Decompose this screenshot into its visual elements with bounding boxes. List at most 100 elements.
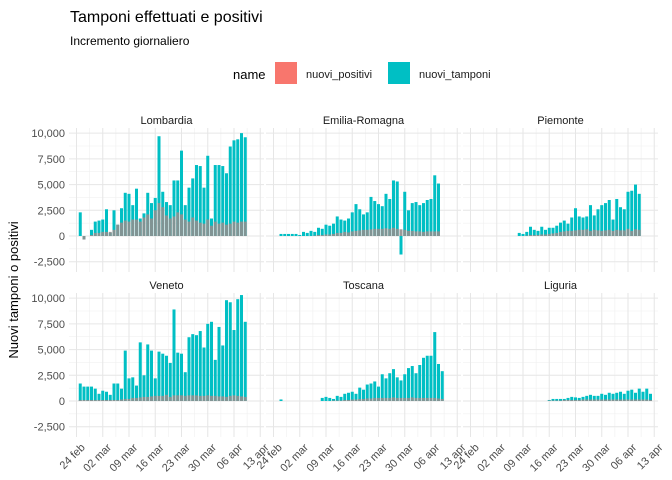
bar-nuovi-positivi bbox=[332, 400, 335, 401]
bar-nuovi-positivi bbox=[547, 233, 551, 236]
bar-nuovi-positivi bbox=[213, 221, 217, 236]
bar-nuovi-tamponi bbox=[358, 209, 362, 236]
bar-nuovi-tamponi bbox=[645, 388, 649, 401]
bar-nuovi-tamponi bbox=[191, 178, 195, 236]
bar-nuovi-positivi bbox=[161, 395, 165, 401]
bar-nuovi-positivi bbox=[168, 396, 172, 401]
x-tick-label: 02 mar bbox=[475, 442, 508, 475]
bar-nuovi-tamponi bbox=[600, 393, 604, 401]
bar-nuovi-positivi bbox=[626, 399, 630, 401]
bar-nuovi-positivi bbox=[399, 229, 403, 236]
bar-nuovi-tamponi bbox=[585, 216, 589, 236]
bar-nuovi-positivi bbox=[566, 399, 570, 401]
bar-nuovi-positivi bbox=[347, 232, 350, 236]
bar-nuovi-tamponi bbox=[369, 196, 373, 236]
bar-nuovi-tamponi bbox=[399, 236, 403, 255]
bar-nuovi-positivi bbox=[105, 231, 108, 236]
bar-nuovi-positivi bbox=[425, 231, 429, 236]
bar-nuovi-positivi bbox=[101, 399, 105, 401]
bar-nuovi-positivi bbox=[97, 399, 101, 401]
bar-nuovi-positivi bbox=[407, 230, 410, 236]
bar-nuovi-tamponi bbox=[388, 373, 392, 401]
bar-nuovi-positivi bbox=[82, 399, 86, 401]
bar-nuovi-positivi bbox=[437, 231, 440, 236]
bar-nuovi-positivi bbox=[335, 400, 339, 401]
bar-nuovi-tamponi bbox=[407, 368, 410, 401]
bar-nuovi-positivi bbox=[611, 230, 615, 236]
y-tick-label: 10,000 bbox=[31, 128, 65, 140]
bar-nuovi-positivi bbox=[343, 231, 347, 236]
bar-nuovi-tamponi bbox=[243, 321, 247, 401]
x-tick-label: 02 mar bbox=[278, 442, 311, 475]
bar-nuovi-positivi bbox=[191, 395, 195, 401]
x-tick-label: 30 mar bbox=[383, 442, 416, 475]
bar-nuovi-tamponi bbox=[347, 218, 350, 236]
bar-nuovi-positivi bbox=[180, 395, 183, 401]
bar-nuovi-positivi bbox=[440, 398, 444, 401]
bar-nuovi-positivi bbox=[123, 220, 127, 236]
bar-nuovi-tamponi bbox=[112, 210, 116, 236]
bar-nuovi-tamponi bbox=[365, 212, 369, 236]
facet-strip-label: Emilia-Romagna bbox=[323, 115, 405, 127]
bar-nuovi-tamponi bbox=[127, 378, 131, 401]
bar-nuovi-tamponi bbox=[577, 216, 581, 236]
bar-nuovi-positivi bbox=[354, 399, 358, 401]
bar-nuovi-positivi bbox=[165, 215, 168, 236]
bar-nuovi-tamponi bbox=[637, 388, 641, 401]
bar-nuovi-positivi bbox=[634, 229, 637, 236]
bar-nuovi-positivi bbox=[168, 218, 172, 236]
bar-nuovi-positivi bbox=[581, 399, 585, 401]
bar-nuovi-tamponi bbox=[380, 374, 384, 401]
bar-nuovi-tamponi bbox=[440, 371, 444, 401]
bar-nuovi-tamponi bbox=[324, 224, 328, 236]
bar-nuovi-tamponi bbox=[183, 372, 187, 401]
bar-nuovi-positivi bbox=[232, 395, 236, 401]
bar-nuovi-positivi bbox=[365, 398, 369, 401]
bar-nuovi-positivi bbox=[570, 230, 574, 236]
bar-nuovi-positivi bbox=[172, 216, 176, 236]
bar-nuovi-positivi bbox=[392, 227, 395, 236]
bar-nuovi-tamponi bbox=[165, 355, 168, 401]
bar-nuovi-tamponi bbox=[592, 215, 596, 236]
bar-nuovi-tamponi bbox=[414, 202, 418, 236]
bar-nuovi-tamponi bbox=[86, 386, 90, 401]
bar-nuovi-positivi bbox=[335, 232, 339, 236]
bar-nuovi-tamponi bbox=[437, 363, 440, 401]
bar-nuovi-positivi bbox=[183, 395, 187, 401]
x-tick-label: 09 mar bbox=[502, 442, 535, 475]
bar-nuovi-tamponi bbox=[566, 223, 570, 236]
bar-nuovi-positivi bbox=[146, 214, 150, 236]
bar-nuovi-positivi bbox=[358, 398, 362, 401]
bar-nuovi-tamponi bbox=[309, 230, 313, 236]
bar-nuovi-tamponi bbox=[403, 191, 407, 236]
bar-nuovi-positivi bbox=[320, 234, 324, 236]
bar-nuovi-tamponi bbox=[581, 217, 585, 236]
bar-nuovi-positivi bbox=[403, 397, 407, 401]
bar-nuovi-tamponi bbox=[377, 204, 380, 236]
bar-nuovi-positivi bbox=[377, 228, 380, 236]
bar-nuovi-tamponi bbox=[324, 396, 328, 401]
facet-panels: Lombardia -2,500 0 2,500 5,000 7,500 10,000 Emi… bbox=[31, 115, 665, 474]
bar-nuovi-positivi bbox=[101, 231, 105, 236]
bar-nuovi-tamponi bbox=[521, 233, 525, 236]
bar-nuovi-positivi bbox=[615, 399, 619, 401]
y-tick-label: 0 bbox=[59, 396, 65, 408]
bar-nuovi-positivi bbox=[600, 399, 604, 401]
bar-nuovi-positivi bbox=[525, 235, 529, 236]
bar-nuovi-tamponi bbox=[362, 214, 365, 236]
bar-nuovi-positivi bbox=[574, 230, 577, 236]
bar-nuovi-positivi bbox=[86, 399, 90, 401]
bar-nuovi-positivi bbox=[611, 399, 615, 401]
bar-nuovi-tamponi bbox=[294, 233, 298, 236]
bar-nuovi-positivi bbox=[127, 221, 131, 236]
bar-nuovi-positivi bbox=[395, 397, 399, 401]
bar-nuovi-tamponi bbox=[320, 228, 324, 236]
bar-nuovi-positivi bbox=[384, 397, 388, 401]
bar-nuovi-tamponi bbox=[221, 166, 225, 236]
bar-nuovi-tamponi bbox=[97, 220, 101, 236]
bar-nuovi-tamponi bbox=[354, 204, 358, 236]
bar-nuovi-tamponi bbox=[566, 397, 570, 401]
bar-nuovi-tamponi bbox=[343, 220, 347, 236]
bar-nuovi-tamponi bbox=[339, 396, 343, 401]
bar-nuovi-positivi bbox=[377, 397, 380, 401]
